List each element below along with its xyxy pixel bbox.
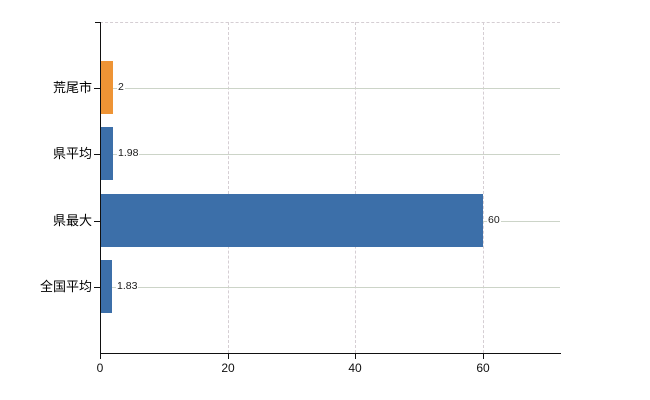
x-tick — [355, 353, 356, 359]
value-label: 60 — [487, 214, 501, 227]
x-axis-line — [100, 353, 561, 354]
bar-2 — [100, 194, 483, 247]
h-gridline — [100, 287, 560, 288]
x-tick — [228, 353, 229, 359]
category-label: 全国平均 — [39, 279, 92, 294]
y-tick — [94, 154, 100, 155]
value-label: 1.83 — [116, 280, 139, 293]
value-label: 2 — [117, 81, 125, 94]
x-tick — [100, 353, 101, 359]
category-label: 荒尾市 — [52, 80, 92, 95]
x-tick-label: 20 — [221, 361, 235, 375]
category-label: 県最大 — [52, 213, 92, 228]
y-tick — [94, 88, 100, 89]
y-tick — [94, 221, 100, 222]
bar-3 — [100, 260, 112, 313]
v-gridline — [355, 22, 356, 353]
x-tick-label: 40 — [348, 361, 362, 375]
value-label: 1.98 — [117, 147, 140, 160]
x-tick-label: 60 — [476, 361, 490, 375]
x-tick — [483, 353, 484, 359]
bar-0 — [100, 61, 113, 114]
bar-1 — [100, 127, 113, 180]
plot-top-border — [100, 22, 560, 23]
v-gridline — [483, 22, 484, 353]
h-gridline — [100, 154, 560, 155]
category-label: 県平均 — [52, 146, 92, 161]
y-axis-end-tick — [95, 22, 100, 23]
y-axis-line — [100, 22, 101, 353]
x-tick-label: 0 — [96, 361, 104, 375]
y-tick — [94, 287, 100, 288]
v-gridline — [228, 22, 229, 353]
h-gridline — [100, 88, 560, 89]
